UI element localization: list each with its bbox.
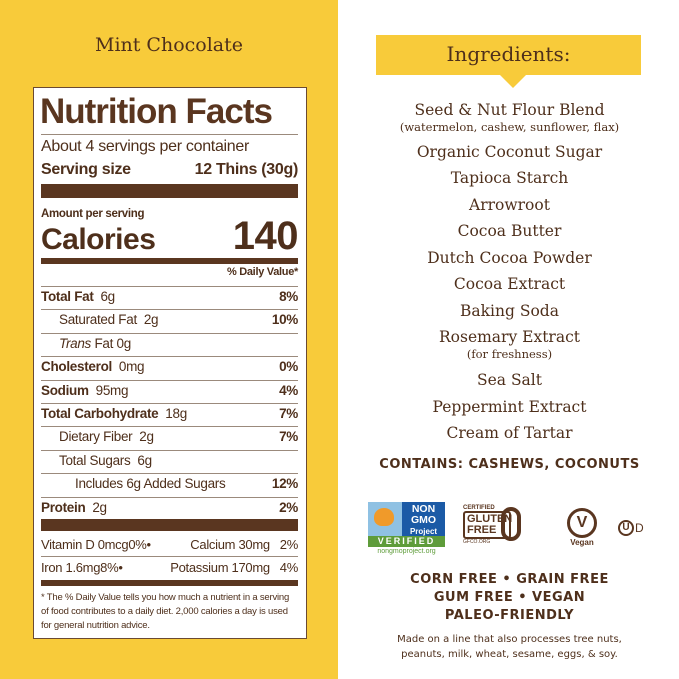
daily-value-header: % Daily Value* bbox=[226, 266, 298, 278]
ingredient-item: Organic Coconut Sugar bbox=[416, 143, 603, 161]
banner-pointer bbox=[500, 75, 526, 88]
ingredient-item: Arrowroot bbox=[469, 196, 550, 214]
ingredient-item: Dutch Cocoa Powder bbox=[427, 249, 592, 267]
nutrient-row: Trans Fat 0g bbox=[59, 335, 131, 351]
flavor-name: Mint Chocolate bbox=[94, 34, 244, 56]
serving-size: Serving size 12 Thins (30g) bbox=[41, 161, 298, 178]
label-title: Nutrition Facts bbox=[40, 92, 273, 131]
vitamin-row: Vitamin D 0mcg 0% • Calcium 30mg 2% bbox=[41, 537, 298, 552]
allergen-note: Made on a line that also processes tree … bbox=[397, 634, 622, 645]
vegan-icon: V bbox=[567, 508, 597, 538]
butterfly-icon bbox=[374, 508, 394, 526]
divider-thick bbox=[41, 519, 298, 531]
gluten-free-badge: CERTIFIED GLUTEN FREE GFCO.ORG bbox=[463, 505, 523, 555]
divider-thick bbox=[41, 184, 298, 198]
divider-medium bbox=[41, 580, 298, 586]
nutrition-facts-label: Nutrition Facts About 4 servings per con… bbox=[33, 87, 307, 639]
claim-line: CORN FREE • GRAIN FREE bbox=[410, 572, 609, 587]
calories-label: Calories bbox=[41, 223, 156, 256]
ingredient-item: Cocoa Extract bbox=[453, 275, 566, 293]
allergen-note: peanuts, milk, wheat, sesame, eggs, & so… bbox=[401, 649, 618, 660]
nutrient-row: Total Fat 6g 8% bbox=[41, 289, 298, 304]
vitamin-row: Iron 1.6mg 8% • Potassium 170mg 4% bbox=[41, 560, 298, 575]
ingredients-banner bbox=[376, 35, 641, 75]
ingredient-item: Baking Soda bbox=[460, 302, 559, 320]
claim-line: GUM FREE • VEGAN bbox=[433, 590, 586, 605]
nutrient-row: Saturated Fat 2g 10% bbox=[59, 312, 298, 328]
divider-medium bbox=[41, 258, 298, 264]
ingredient-item: Peppermint Extract bbox=[432, 398, 587, 416]
amount-per-serving: Amount per serving bbox=[41, 208, 145, 220]
servings-per-container: About 4 servings per container bbox=[41, 138, 250, 155]
nutrient-row: Sodium 95mg 4% bbox=[41, 382, 298, 398]
ingredients-heading: Ingredients: bbox=[446, 42, 571, 66]
nutrient-row: Total Carbohydrate 18g 7% bbox=[41, 406, 298, 421]
claim-line: PALEO-FRIENDLY bbox=[444, 608, 575, 623]
ingredient-item: Rosemary Extract bbox=[438, 328, 580, 346]
vegan-badge: V Vegan bbox=[564, 508, 600, 547]
g-logo-icon bbox=[501, 507, 521, 541]
ingredient-note: (for freshness) bbox=[466, 347, 553, 361]
nutrient-row: Dietary Fiber 2g 7% bbox=[59, 429, 298, 445]
ingredient-note: (watermelon, cashew, sunflower, flax) bbox=[399, 120, 620, 134]
allergen-contains: CONTAINS: CASHEWS, COCONUTS bbox=[379, 457, 640, 472]
nutrient-row: Cholesterol 0mg 0% bbox=[41, 359, 298, 375]
ingredient-item: Sea Salt bbox=[476, 371, 542, 389]
nutrient-row: Total Sugars 6g bbox=[59, 452, 152, 468]
nutrient-row: Protein 2g 2% bbox=[41, 499, 298, 515]
ingredient-item: Tapioca Starch bbox=[450, 169, 569, 187]
non-gmo-badge: NON GMO Project VERIFIED nongmoproject.org bbox=[368, 502, 445, 557]
ingredient-item: Cream of Tartar bbox=[446, 424, 573, 442]
ingredient-item: Seed & Nut Flour Blend bbox=[414, 101, 605, 119]
calories-value: 140 bbox=[232, 214, 299, 258]
ou-icon: U bbox=[618, 520, 634, 536]
footnote: * The % Daily Value tells you how much a… bbox=[41, 592, 290, 631]
nutrient-row: Includes 6g Added Sugars 12% bbox=[75, 476, 298, 492]
ingredient-item: Cocoa Butter bbox=[457, 222, 562, 240]
kosher-badge: U D bbox=[618, 520, 644, 536]
